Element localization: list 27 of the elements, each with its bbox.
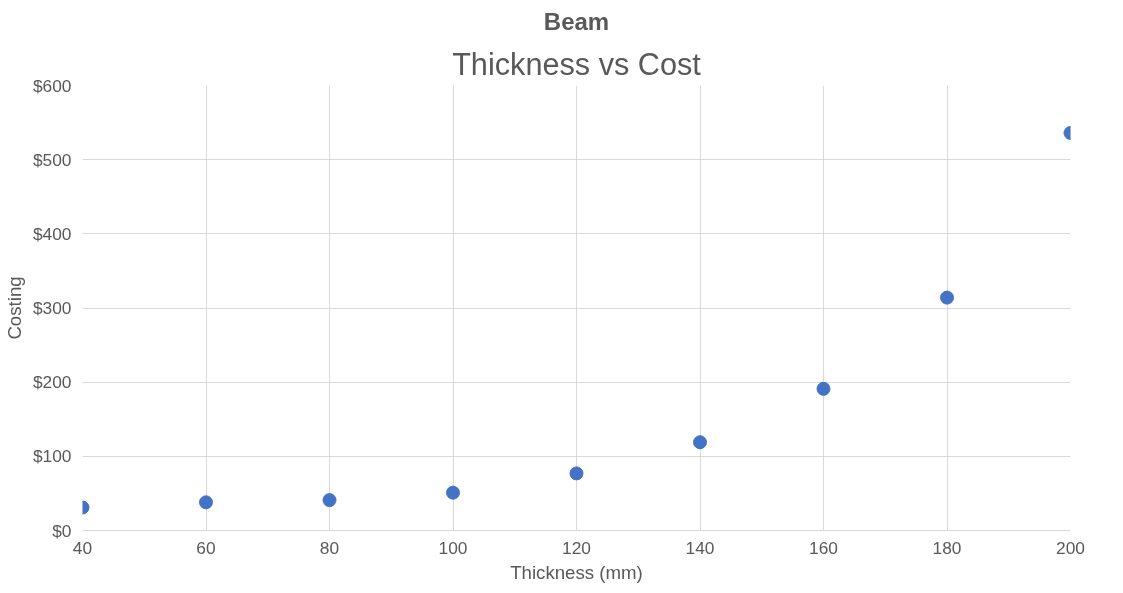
- y-tick-label: $0: [52, 520, 72, 541]
- x-tick-label: 140: [685, 537, 715, 558]
- x-tick-label: 200: [1056, 537, 1085, 558]
- x-tick-label: 100: [438, 537, 468, 558]
- y-tick-label: $400: [32, 223, 72, 244]
- chart-subtitle: Thickness vs Cost: [452, 46, 702, 81]
- point: [569, 466, 584, 481]
- y-tick-label: $600: [32, 75, 72, 96]
- point: [322, 493, 337, 508]
- x-tick-label: 60: [196, 537, 216, 558]
- x-tick-label: 160: [809, 537, 838, 558]
- x-tick-label: 180: [932, 537, 962, 558]
- y-tick-label: $100: [32, 446, 72, 467]
- x-tick-label: 120: [562, 537, 591, 558]
- y-axis-title: Costing: [3, 276, 25, 340]
- x-tick-label: 80: [319, 537, 340, 558]
- chart-title: Beam: [543, 7, 610, 35]
- y-tick-label: $200: [32, 372, 72, 393]
- x-axis-title: Thickness (mm): [510, 561, 643, 583]
- point: [693, 435, 707, 450]
- x-tick-label: 40: [72, 537, 93, 558]
- point: [940, 290, 954, 305]
- point: [446, 485, 460, 500]
- y-tick-label: $300: [32, 298, 72, 318]
- point: [816, 381, 831, 396]
- y-tick-label: $500: [32, 149, 72, 170]
- point: [199, 495, 213, 510]
